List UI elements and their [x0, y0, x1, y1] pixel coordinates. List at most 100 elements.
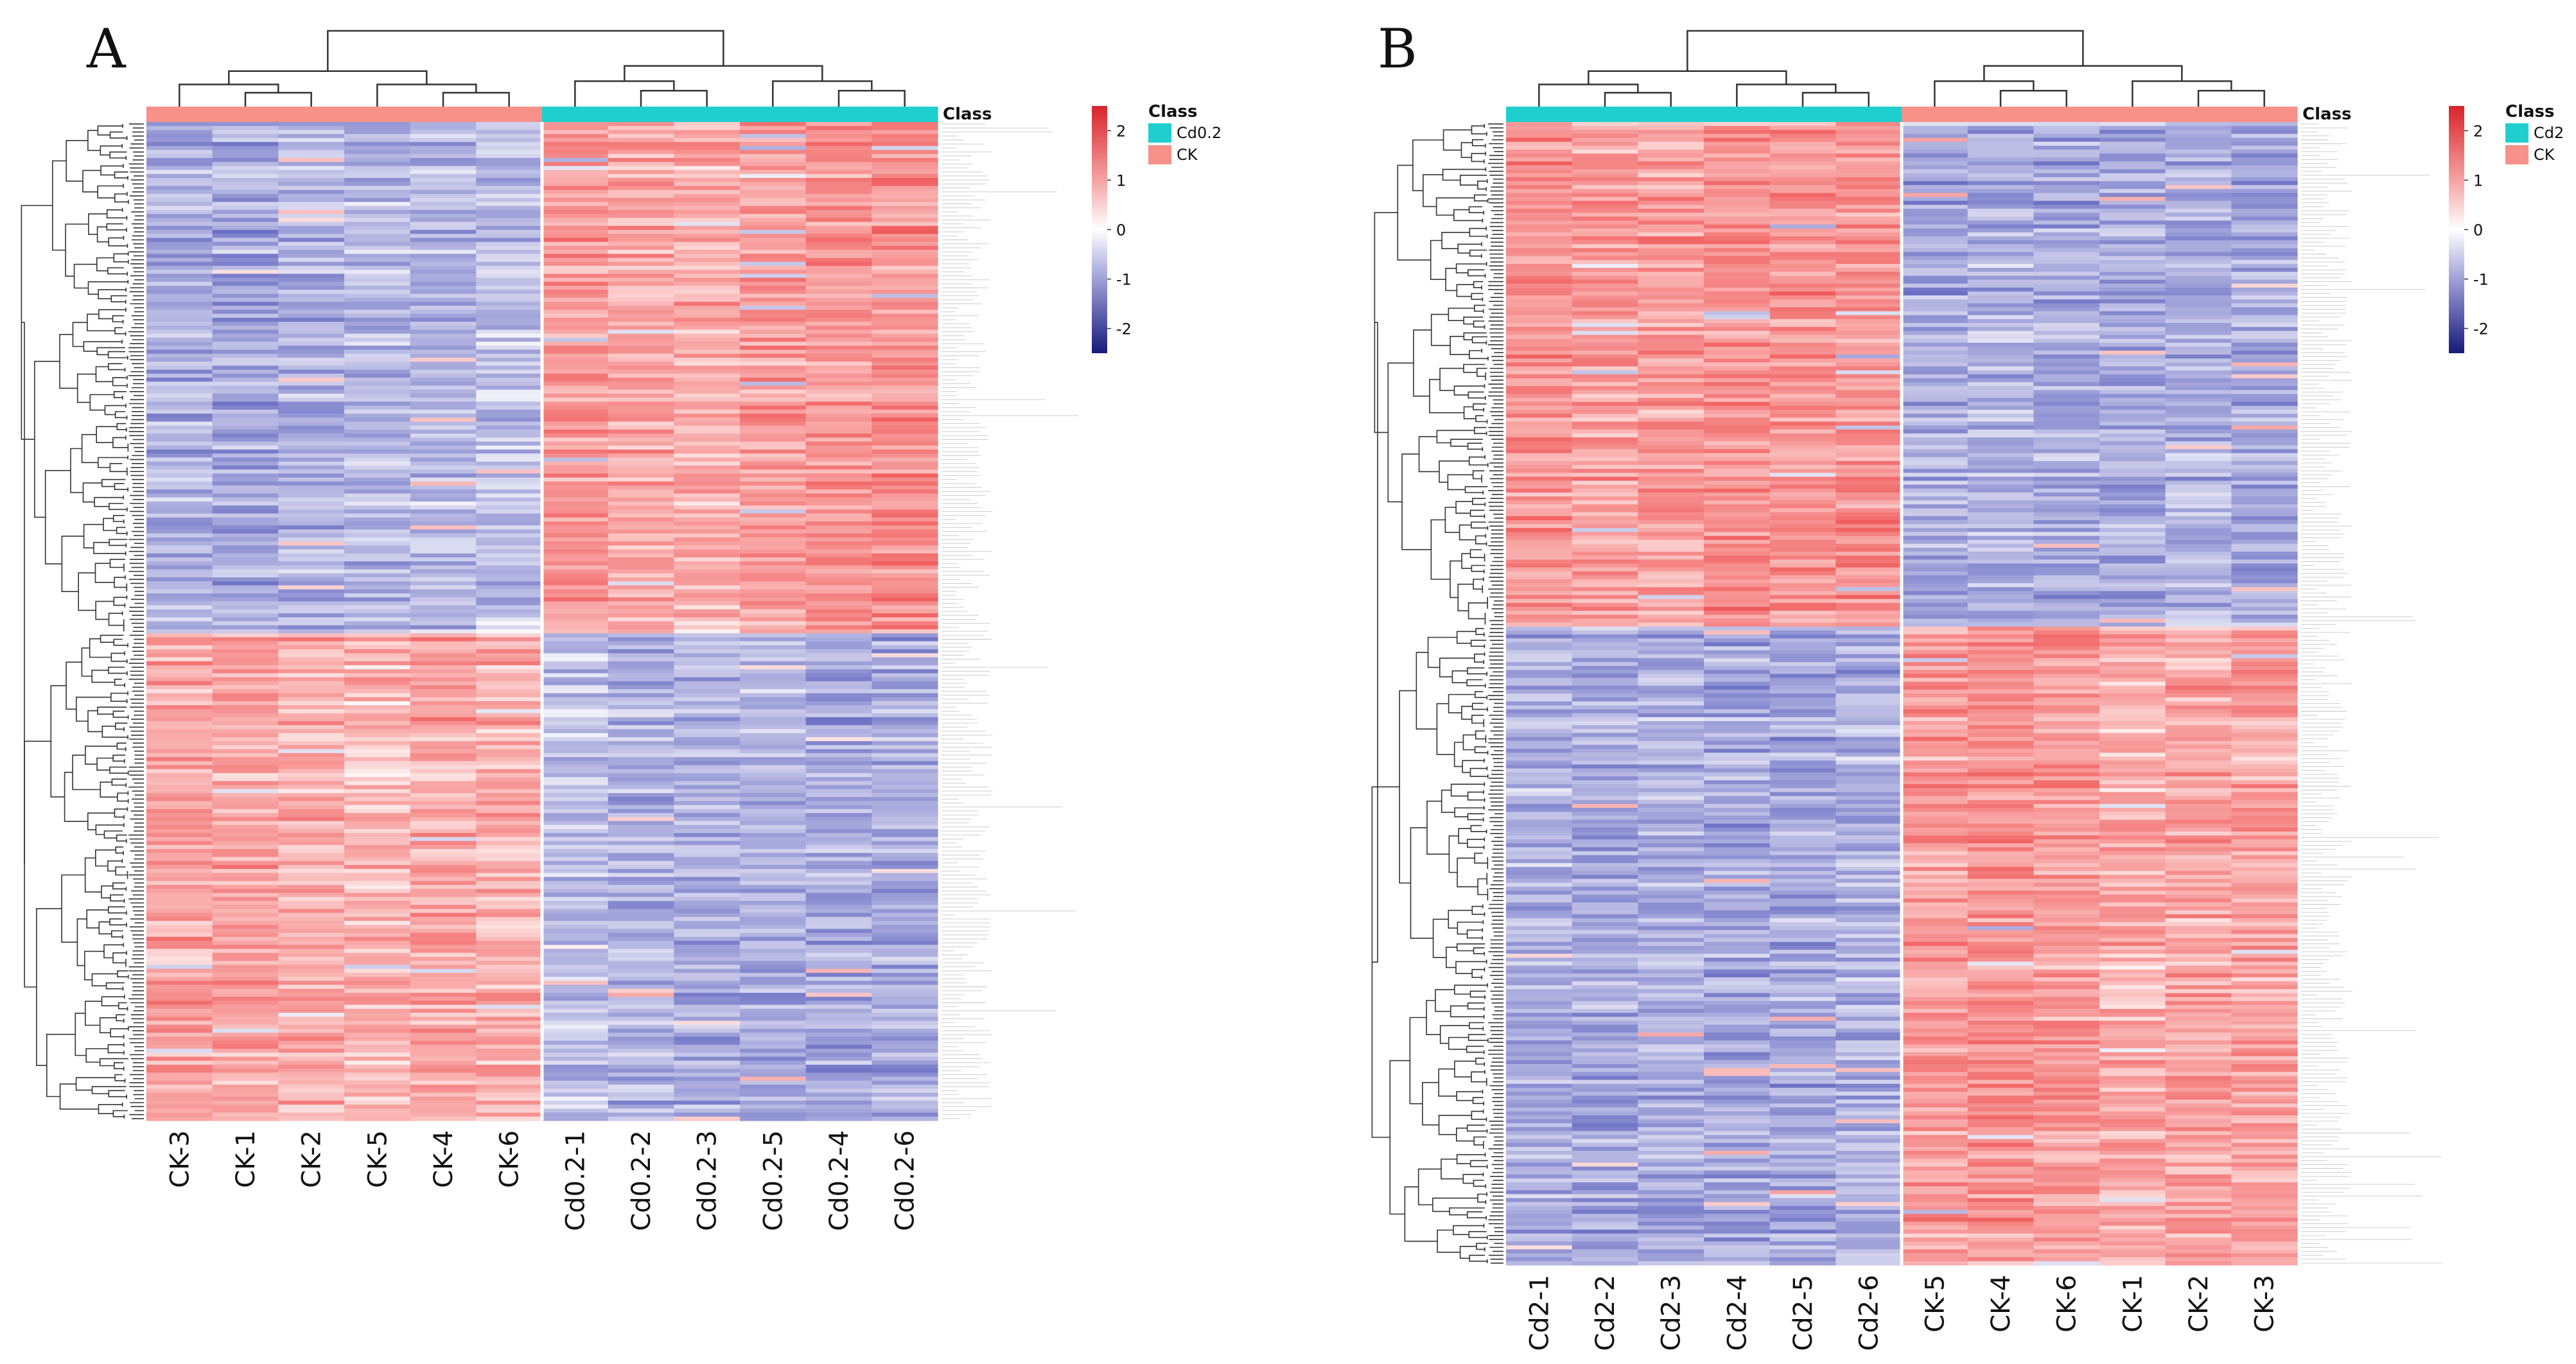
heatmap-cell — [1638, 370, 1704, 375]
heatmap-cell — [2165, 378, 2232, 383]
heatmap-cell — [344, 617, 411, 622]
heatmap-cell — [805, 286, 872, 290]
heatmap-cell — [410, 537, 477, 542]
heatmap-cell — [476, 697, 543, 702]
heatmap-cell — [1902, 351, 1968, 355]
heatmap-cell — [608, 649, 674, 654]
heatmap-cell — [1769, 362, 1836, 367]
heatmap-cell — [146, 1001, 213, 1006]
heatmap-cell — [805, 281, 872, 286]
heatmap-cell — [740, 1017, 807, 1022]
heatmap-cell — [212, 972, 279, 977]
heatmap-cell — [2033, 185, 2100, 189]
heatmap-cell — [542, 1092, 609, 1097]
heatmap-cell — [542, 157, 609, 162]
heatmap-cell — [212, 1001, 279, 1006]
heatmap-cell — [674, 265, 740, 270]
heatmap-cell — [476, 861, 543, 866]
heatmap-cell — [1902, 374, 1968, 379]
heatmap-cell — [410, 398, 477, 402]
heatmap-cell — [212, 254, 279, 259]
heatmap-cell — [740, 925, 807, 930]
heatmap-cell — [476, 1001, 543, 1006]
heatmap-cell — [1769, 141, 1836, 146]
row-dendrogram-link — [114, 193, 128, 203]
heatmap-cell — [278, 178, 345, 182]
row-name-ticks — [942, 123, 1079, 1119]
heatmap-cell — [1704, 165, 1771, 170]
heatmap-cell — [872, 633, 938, 638]
heatmap-cell — [410, 553, 477, 558]
heatmap-cell — [344, 178, 411, 182]
heatmap-cell — [805, 202, 872, 207]
heatmap-cell — [212, 421, 279, 426]
heatmap-cell — [542, 789, 609, 794]
heatmap-cell — [1506, 216, 1573, 222]
heatmap-cell — [674, 677, 740, 682]
heatmap-cell — [608, 425, 674, 430]
heatmap-cell — [1572, 346, 1638, 351]
heatmap-cell — [2099, 401, 2166, 407]
heatmap-cell — [608, 665, 674, 670]
heatmap-cell — [608, 1080, 674, 1085]
heatmap-cell — [476, 1112, 543, 1117]
heatmap-cell — [2099, 398, 2166, 403]
heatmap-cell — [542, 756, 609, 762]
heatmap-cell — [1506, 161, 1573, 166]
heatmap-cell — [542, 817, 609, 822]
heatmap-cell — [212, 398, 279, 402]
heatmap-cell — [1769, 181, 1836, 186]
heatmap-cell — [278, 885, 345, 889]
heatmap-cell — [2099, 224, 2166, 229]
heatmap-cell — [805, 549, 872, 554]
heatmap-cell — [674, 189, 740, 195]
heatmap-cell — [146, 1108, 213, 1114]
heatmap-cell — [2231, 346, 2298, 351]
heatmap-cell — [608, 1017, 674, 1022]
heatmap-cell — [410, 777, 477, 782]
heatmap-cell — [805, 1085, 872, 1089]
heatmap-cell — [344, 733, 411, 738]
heatmap-cell — [805, 956, 872, 961]
heatmap-cell — [1572, 279, 1638, 284]
heatmap-cell — [805, 896, 872, 902]
heatmap-cell — [2033, 421, 2100, 426]
column-dendrogram-link — [376, 83, 477, 107]
heatmap-cell — [1572, 331, 1638, 336]
heatmap-cell — [146, 274, 213, 279]
heatmap-cell — [740, 337, 807, 342]
heatmap-cell — [2231, 390, 2298, 395]
heatmap-cell — [278, 505, 345, 510]
heatmap-cell — [146, 337, 213, 342]
heatmap-cell — [542, 896, 609, 902]
heatmap-cell — [872, 849, 938, 853]
heatmap-cell — [410, 461, 477, 466]
row-dendrogram-link — [115, 722, 128, 730]
heatmap-cell — [740, 936, 807, 941]
heatmap-cell — [278, 825, 345, 830]
row-dendrogram-link — [100, 165, 123, 176]
heatmap-cell — [805, 505, 872, 510]
heatmap-cell — [2165, 484, 2232, 489]
heatmap-cell — [2099, 169, 2166, 174]
heatmap-cell — [2165, 449, 2232, 454]
heatmap-cell — [872, 281, 938, 286]
heatmap-cell — [1572, 213, 1638, 217]
heatmap-cell — [278, 450, 345, 454]
heatmap-cell — [146, 717, 213, 722]
heatmap-cell — [542, 785, 609, 790]
heatmap-cell — [2165, 327, 2232, 331]
heatmap-cell — [740, 709, 807, 714]
heatmap-cell — [1769, 484, 1836, 489]
row-dendrogram-link — [107, 1044, 124, 1054]
heatmap-cell — [2165, 457, 2232, 462]
heatmap-cell — [805, 218, 872, 223]
heatmap-cell — [1638, 173, 1704, 178]
heatmap-cell — [740, 657, 807, 662]
heatmap-cell — [344, 521, 411, 526]
heatmap-cell — [410, 880, 477, 886]
heatmap-cell — [608, 241, 674, 247]
heatmap-cell — [1902, 401, 1968, 407]
heatmap-cell — [1572, 291, 1638, 296]
heatmap-cell — [805, 313, 872, 319]
